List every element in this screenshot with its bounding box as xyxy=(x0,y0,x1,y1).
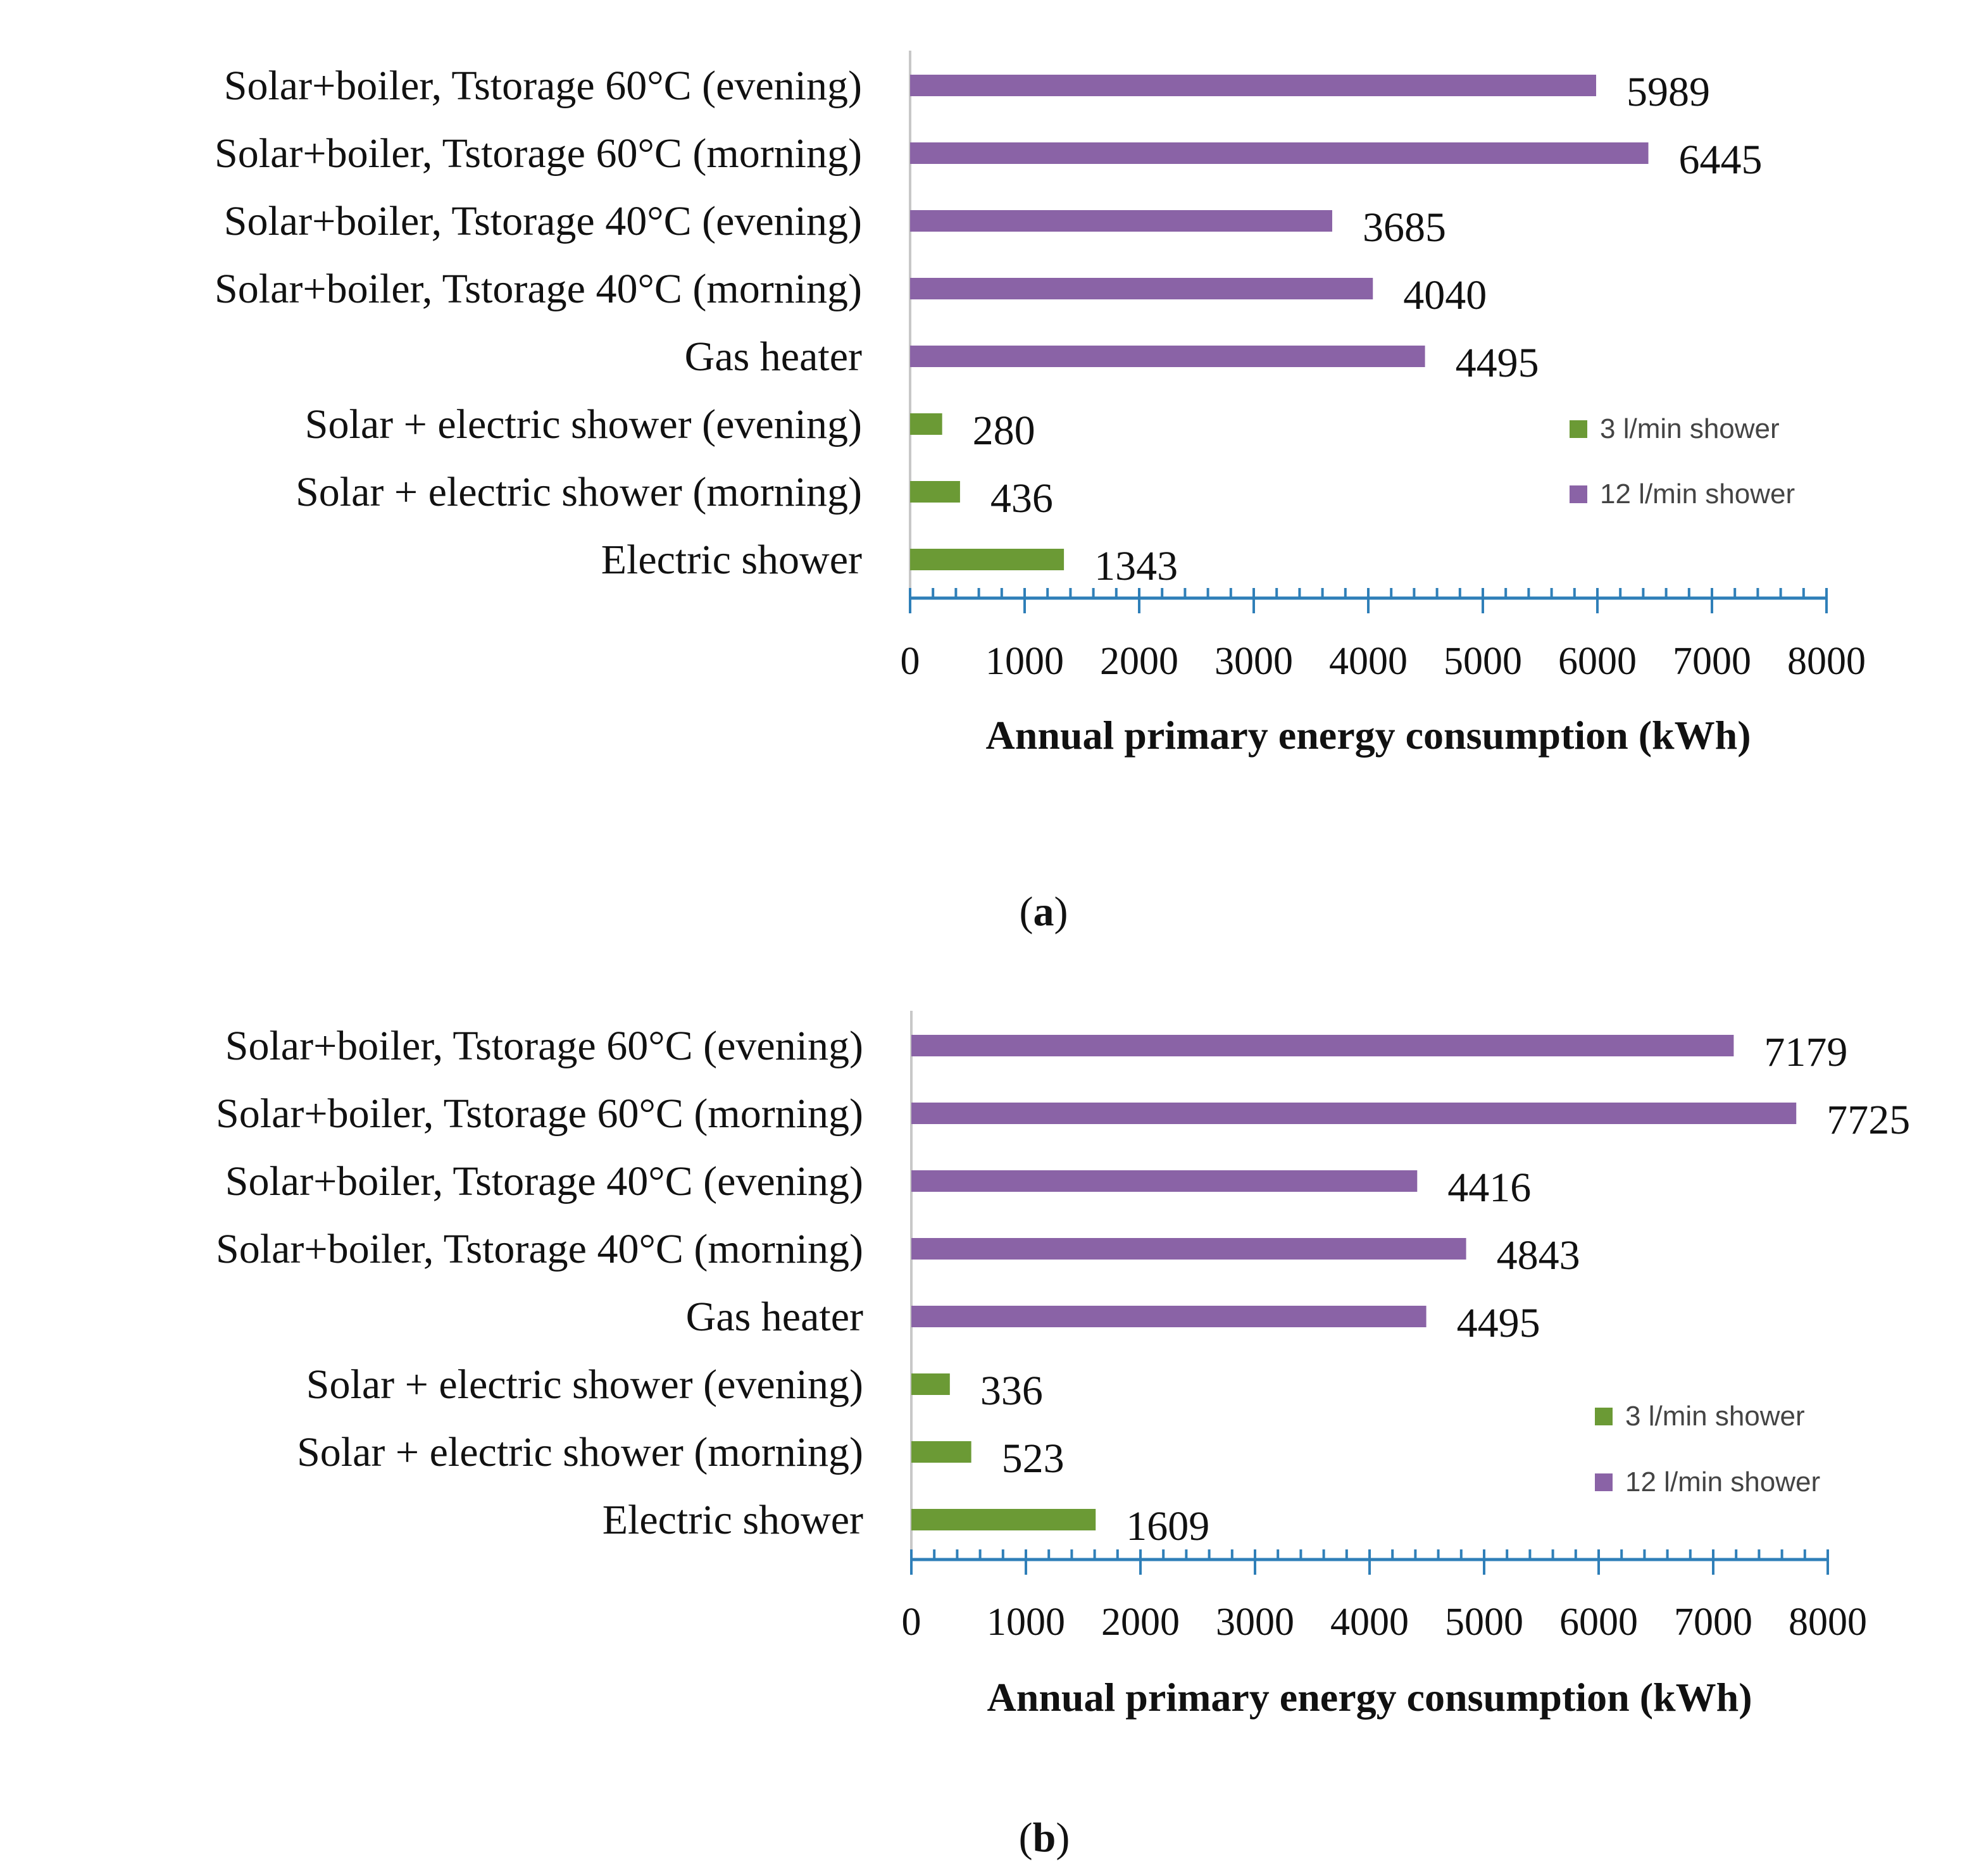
bar xyxy=(910,549,1065,570)
category-label: Solar + electric shower (evening) xyxy=(305,401,862,447)
data-label: 280 xyxy=(973,408,1035,454)
bar xyxy=(911,1103,1797,1124)
x-tick-label: 7000 xyxy=(1674,1601,1752,1644)
panel-label-paren: ( xyxy=(1019,1815,1033,1861)
x-tick-label: 7000 xyxy=(1673,640,1751,683)
legend-entry: 12 l/min shower xyxy=(1600,478,1795,510)
x-tick-label: 3000 xyxy=(1216,1601,1294,1644)
legend-swatch xyxy=(1595,1408,1613,1425)
category-label: Electric shower xyxy=(601,537,862,583)
x-tick-label: 6000 xyxy=(1559,1601,1638,1644)
x-tick-label: 4000 xyxy=(1330,1601,1409,1644)
bar xyxy=(911,1441,971,1463)
category-label: Solar + electric shower (morning) xyxy=(296,469,862,515)
data-label: 4416 xyxy=(1447,1165,1531,1211)
bar xyxy=(911,1238,1466,1260)
panel-label-paren: ( xyxy=(1020,889,1033,935)
bar xyxy=(910,75,1597,96)
bar xyxy=(910,346,1425,367)
data-label: 4495 xyxy=(1456,340,1539,386)
x-tick-label: 2000 xyxy=(1100,640,1178,683)
panel-label: (b) xyxy=(1019,1815,1070,1861)
data-label: 523 xyxy=(1002,1435,1065,1482)
data-label: 1343 xyxy=(1094,543,1178,589)
legend-swatch xyxy=(1570,485,1587,503)
data-label: 7725 xyxy=(1826,1097,1910,1143)
category-label: Gas heater xyxy=(685,334,862,380)
x-tick-label: 1000 xyxy=(987,1601,1065,1644)
category-label: Solar+boiler, Tstorage 40°C (evening) xyxy=(225,1158,863,1204)
data-label: 436 xyxy=(990,475,1053,522)
bar xyxy=(910,210,1332,232)
category-label: Solar + electric shower (morning) xyxy=(297,1429,863,1475)
category-label: Electric shower xyxy=(603,1497,863,1543)
bar xyxy=(911,1373,950,1395)
data-label: 4040 xyxy=(1403,272,1487,318)
data-label: 3685 xyxy=(1363,204,1446,251)
x-tick-label: 0 xyxy=(902,1601,921,1644)
category-label: Gas heater xyxy=(686,1294,863,1340)
x-tick-label: 1000 xyxy=(985,640,1064,683)
data-label: 4843 xyxy=(1497,1232,1580,1279)
x-axis-title: Annual primary energy consumption (kWh) xyxy=(987,1675,1752,1720)
category-label: Solar + electric shower (evening) xyxy=(306,1361,863,1408)
bar xyxy=(911,1509,1096,1530)
category-label: Solar+boiler, Tstorage 60°C (evening) xyxy=(224,63,862,109)
x-tick-label: 3000 xyxy=(1215,640,1293,683)
bar xyxy=(910,142,1649,164)
data-label: 336 xyxy=(980,1368,1043,1414)
chart-panel-b: Solar+boiler, Tstorage 60°C (evening) 717… xyxy=(216,1011,1910,1861)
category-label: Solar+boiler, Tstorage 60°C (evening) xyxy=(225,1023,863,1069)
x-tick-label: 0 xyxy=(901,640,920,683)
x-tick-label: 5000 xyxy=(1445,1601,1523,1644)
x-tick-label: 8000 xyxy=(1789,1601,1867,1644)
legend-swatch xyxy=(1570,420,1587,438)
legend-entry: 3 l/min shower xyxy=(1600,413,1780,444)
panel-label-paren: ) xyxy=(1056,1815,1070,1861)
bar xyxy=(910,278,1373,299)
bar xyxy=(910,413,942,435)
bar xyxy=(911,1170,1418,1192)
category-label: Solar+boiler, Tstorage 60°C (morning) xyxy=(216,1091,863,1137)
x-tick-label: 4000 xyxy=(1329,640,1408,683)
panel-label-letter: a xyxy=(1033,889,1054,935)
legend-swatch xyxy=(1595,1473,1613,1491)
panel-label-letter: b xyxy=(1033,1815,1056,1861)
panel-label-paren: ) xyxy=(1054,889,1068,935)
bar xyxy=(911,1306,1427,1327)
data-label: 7179 xyxy=(1764,1029,1847,1075)
legend-entry: 12 l/min shower xyxy=(1625,1466,1820,1498)
x-axis-title: Annual primary energy consumption (kWh) xyxy=(986,713,1751,758)
panel-label: (a) xyxy=(1020,889,1068,935)
x-tick-label: 6000 xyxy=(1558,640,1637,683)
category-label: Solar+boiler, Tstorage 40°C (morning) xyxy=(216,1226,863,1272)
data-label: 6445 xyxy=(1679,137,1763,183)
x-tick-label: 5000 xyxy=(1444,640,1522,683)
legend-entry: 3 l/min shower xyxy=(1625,1401,1805,1432)
category-label: Solar+boiler, Tstorage 40°C (evening) xyxy=(224,198,862,244)
bar xyxy=(911,1035,1734,1056)
data-label: 5989 xyxy=(1627,69,1710,115)
data-label: 4495 xyxy=(1457,1300,1540,1346)
bar xyxy=(910,481,960,503)
category-label: Solar+boiler, Tstorage 40°C (morning) xyxy=(215,266,862,312)
category-label: Solar+boiler, Tstorage 60°C (morning) xyxy=(215,130,862,177)
data-label: 1609 xyxy=(1126,1503,1209,1549)
x-tick-label: 2000 xyxy=(1101,1601,1180,1644)
x-tick-label: 8000 xyxy=(1787,640,1866,683)
chart-panel-a: Solar+boiler, Tstorage 60°C (evening) 598… xyxy=(215,51,1866,935)
